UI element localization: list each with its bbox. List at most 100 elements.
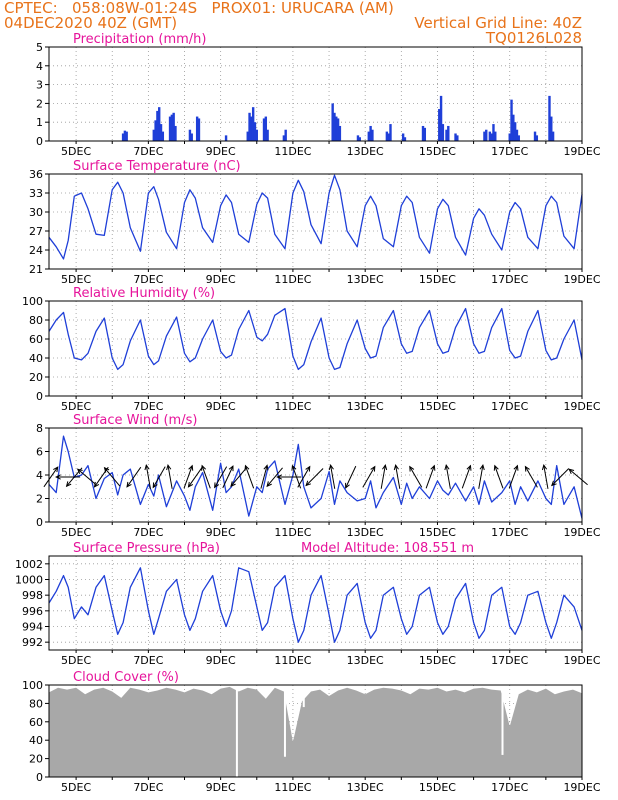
y-tick-label: 0	[36, 390, 43, 403]
wind-arrow-head	[568, 468, 575, 475]
x-tick-label: 5DEC	[61, 654, 91, 667]
precip-bar	[548, 95, 551, 141]
wind-arrow-head	[53, 466, 59, 473]
y-tick-label: 8	[36, 422, 43, 435]
wind-arrow-head	[187, 481, 194, 488]
x-tick-label: 17DEC	[491, 400, 528, 413]
wind-arrow-head	[466, 464, 472, 471]
wind-arrow	[266, 467, 283, 487]
wind-arrow	[524, 466, 538, 488]
model-altitude: Model Altitude: 108.551 m	[301, 541, 474, 556]
wind-arrow-head	[55, 474, 61, 480]
wind-arrow	[543, 465, 549, 489]
x-tick-label: 11DEC	[274, 400, 311, 413]
wind-arrow-head	[524, 465, 530, 472]
wind-title: Surface Wind (m/s)	[73, 413, 197, 428]
wind-arrow-head	[93, 481, 100, 488]
wind-arrow-head	[291, 464, 297, 471]
wind-arrow	[345, 465, 357, 489]
precip-bar	[266, 129, 269, 141]
wind-arrow	[494, 465, 504, 489]
precip-bar	[445, 129, 448, 141]
y-tick-label: 100	[22, 295, 43, 308]
x-tick-label: 17DEC	[491, 273, 528, 286]
wind-arrow	[145, 465, 151, 489]
wind-arrow	[508, 465, 518, 489]
wind-arrow	[188, 466, 203, 488]
precip-bar	[485, 129, 488, 141]
precip-bar	[403, 137, 407, 141]
pressure-frame	[48, 555, 583, 651]
precip-bar	[158, 107, 161, 141]
wind-arrow	[305, 468, 324, 486]
cloud-title: Cloud Cover (%)	[73, 670, 179, 685]
precip-bar	[282, 135, 286, 141]
precip-bar	[441, 124, 445, 141]
precip-bar	[512, 114, 515, 141]
x-tick-label: 9DEC	[206, 145, 236, 158]
precip-bar	[367, 131, 370, 141]
panel-temp: Surface Temperature (nC) 21 24 27 30 33 36 5DEC…	[29, 159, 601, 286]
x-tick-label: 11DEC	[274, 654, 311, 667]
x-tick-label: 19DEC	[563, 654, 600, 667]
precip-bar	[515, 129, 519, 141]
y-tick-label: 0	[36, 135, 43, 148]
y-tick-label: 3	[36, 79, 43, 92]
grid-line-note: Vertical Grid Line: 40Z	[414, 14, 582, 32]
wind-arrow-head	[328, 464, 334, 471]
y-tick-label: 998	[22, 589, 43, 602]
wind-arrow	[167, 465, 173, 489]
precip-title: Precipitation (mm/h)	[73, 32, 206, 47]
precip-bar	[333, 112, 336, 141]
wind-arrow	[126, 466, 142, 488]
wind-arrow	[395, 465, 401, 489]
precip-bar	[533, 131, 537, 141]
wind-arrow-head	[430, 464, 436, 471]
y-tick-label: 2	[36, 493, 43, 506]
wind-arrow-head	[230, 481, 236, 488]
precip-bar	[188, 129, 192, 141]
x-tick-label: 5DEC	[61, 526, 91, 539]
wind-arrow-head	[214, 482, 220, 489]
y-tick-label: 20	[29, 371, 43, 384]
precip-bar	[174, 125, 177, 141]
wind-line	[48, 435, 583, 519]
wind-arrow-head	[513, 464, 519, 471]
precip-bar	[262, 118, 266, 141]
rh-frame	[48, 300, 583, 397]
precip-bar	[190, 133, 193, 141]
temp-line	[48, 174, 583, 260]
x-tick-label: 15DEC	[419, 400, 456, 413]
wind-arrow-head	[493, 464, 499, 471]
x-tick-label: 9DEC	[206, 654, 236, 667]
y-tick-label: 5	[36, 41, 43, 54]
wind-arrow-head	[305, 480, 311, 487]
precip-bar	[156, 110, 159, 141]
x-tick-label: 13DEC	[347, 400, 384, 413]
x-tick-label: 7DEC	[133, 526, 163, 539]
wind-arrow-head	[370, 465, 376, 472]
precip-bar	[250, 116, 253, 141]
x-tick-label: 9DEC	[206, 273, 236, 286]
y-tick-label: 1000	[15, 574, 43, 587]
precip-bar	[447, 125, 450, 141]
x-tick-label: 17DEC	[491, 145, 528, 158]
wind-arrow	[77, 468, 97, 486]
y-tick-label: 1	[36, 116, 43, 129]
x-tick-label: 15DEC	[419, 273, 456, 286]
x-tick-label: 11DEC	[274, 781, 311, 794]
wind-arrow	[222, 465, 234, 489]
run-date: 04DEC2020 40Z (GMT)	[4, 14, 178, 32]
precip-bar	[336, 118, 340, 141]
wind-arrow-head	[76, 468, 83, 475]
wind-arrow-head	[409, 465, 415, 472]
x-tick-label: 5DEC	[61, 145, 91, 158]
wind-arrow	[362, 466, 376, 488]
precip-bar	[439, 95, 443, 141]
wind-arrow-head	[345, 482, 350, 489]
wind-arrow-head	[65, 481, 72, 488]
precip-bar	[454, 133, 457, 141]
wind-arrow-head	[228, 465, 234, 472]
wind-arrow-head	[479, 464, 485, 471]
precip-bar	[550, 116, 553, 141]
